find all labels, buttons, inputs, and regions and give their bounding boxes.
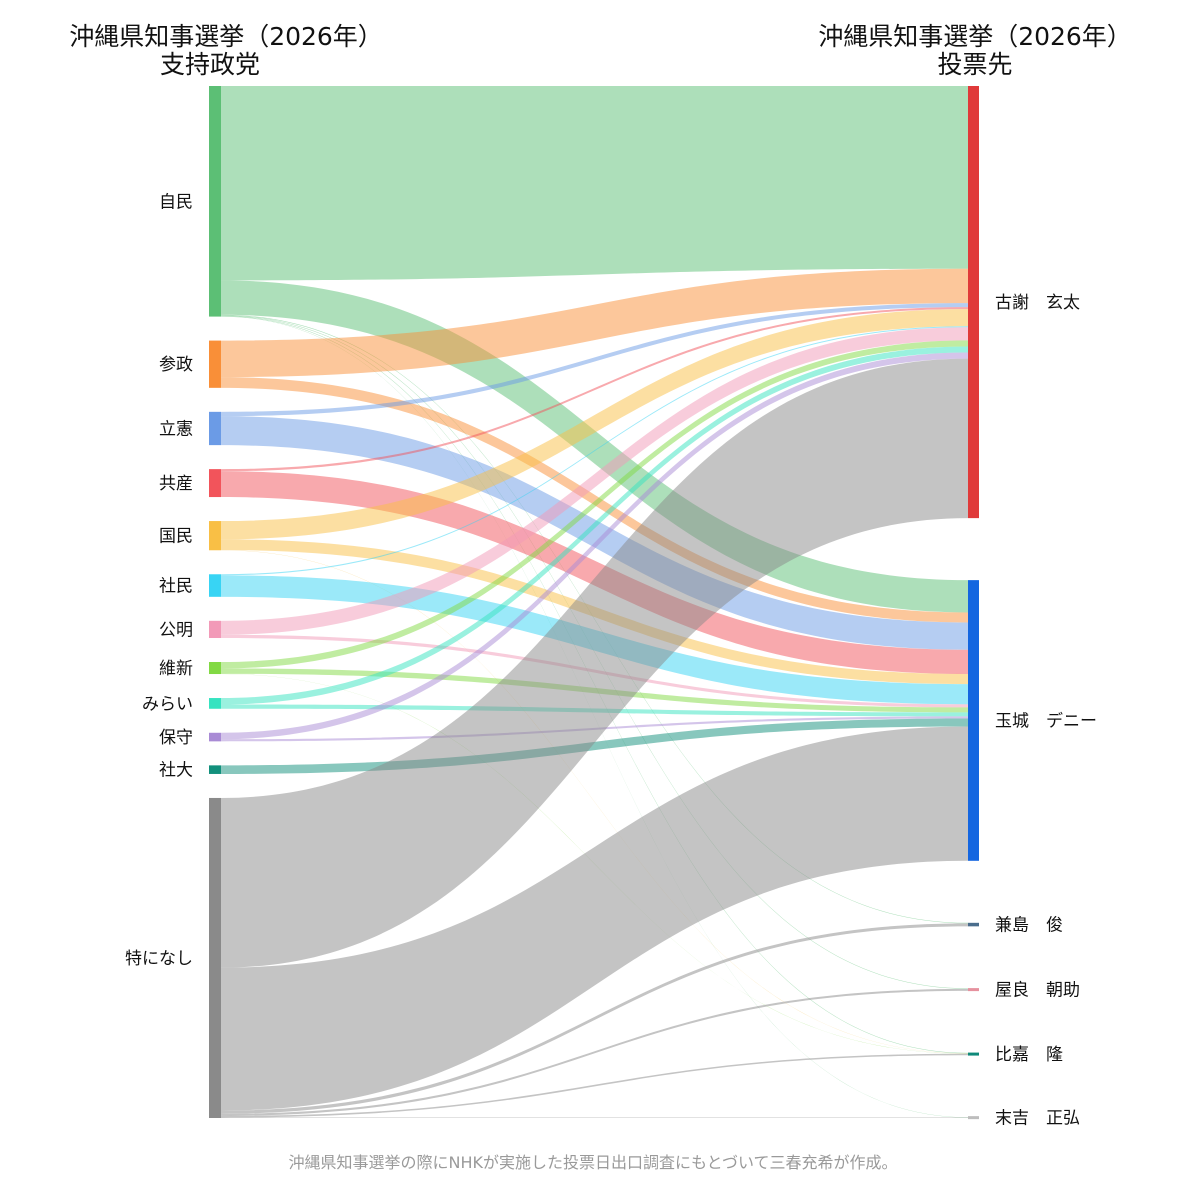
flow-0-1 (221, 280, 968, 613)
flow-2-1 (221, 416, 968, 650)
source-node-5 (209, 574, 221, 597)
flow-11-0 (221, 358, 968, 968)
source-node-10 (209, 765, 221, 774)
target-label-3: 屋良 朝助 (995, 981, 1080, 1001)
flow-3-1 (221, 471, 968, 675)
source-node-7 (209, 662, 221, 675)
flow-3-0 (221, 307, 968, 472)
source-node-4 (209, 521, 221, 551)
right-title-line1: 沖縄県知事選挙（2026年） (818, 22, 1132, 51)
flow-9-0 (221, 352, 968, 740)
source-node-11 (209, 797, 221, 1118)
target-node-3 (968, 988, 979, 992)
flow-11-3 (221, 988, 968, 1116)
right-title-line2: 投票先 (937, 50, 1012, 79)
target-label-4: 比嘉 隆 (995, 1045, 1063, 1065)
source-label-6: 公明 (159, 620, 193, 640)
flow-1-0 (221, 268, 968, 378)
source-label-7: 維新 (159, 659, 193, 679)
target-label-5: 末吉 正弘 (995, 1109, 1080, 1129)
flow-7-0 (221, 340, 968, 669)
target-node-2 (968, 922, 979, 927)
source-label-11: 特になし (125, 949, 193, 969)
flow-11-4 (221, 1053, 968, 1118)
flow-6-0 (221, 327, 968, 635)
source-label-9: 保守 (159, 728, 193, 748)
target-node-1 (968, 580, 979, 861)
source-node-8 (209, 698, 221, 709)
flow-links (221, 86, 968, 1118)
source-label-4: 国民 (159, 527, 193, 547)
left-title-line2: 支持政党 (160, 50, 260, 79)
source-node-9 (209, 732, 221, 742)
source-label-2: 立憲 (159, 418, 193, 439)
flow-2-0 (221, 303, 968, 417)
flow-10-1 (221, 718, 968, 774)
source-label-1: 参政 (159, 355, 193, 375)
source-node-2 (209, 411, 221, 446)
source-node-1 (209, 340, 221, 388)
target-label-1: 玉城 デニー (995, 710, 1097, 731)
footnote: 沖縄県知事選挙の際にNHKが実施した投票日出口調査にもとづいて三春充希が作成。 (288, 1153, 897, 1172)
target-node-5 (968, 1116, 979, 1120)
source-label-10: 社大 (159, 761, 193, 781)
source-label-0: 自民 (159, 192, 193, 212)
left-title-line1: 沖縄県知事選挙（2026年） (69, 22, 383, 51)
flow-1-1 (221, 377, 968, 623)
target-node-4 (968, 1052, 979, 1056)
target-node-0 (968, 86, 979, 519)
source-label-3: 共産 (159, 474, 193, 494)
target-label-0: 古謝 玄太 (995, 293, 1080, 313)
flow-5-0 (221, 326, 968, 576)
source-node-3 (209, 469, 221, 498)
flow-8-0 (221, 346, 968, 705)
flow-11-1 (221, 726, 968, 1111)
source-node-6 (209, 620, 221, 639)
source-node-0 (209, 86, 221, 317)
nodes (209, 86, 979, 1120)
target-label-2: 兼島 俊 (995, 916, 1063, 936)
flow-4-0 (221, 309, 968, 540)
source-label-5: 社民 (159, 577, 193, 597)
source-label-8: みらい (142, 694, 193, 714)
flow-11-2 (221, 923, 968, 1114)
flow-0-0 (221, 86, 968, 281)
flow-4-4 (221, 550, 968, 1054)
flow-11-5 (221, 1117, 968, 1118)
